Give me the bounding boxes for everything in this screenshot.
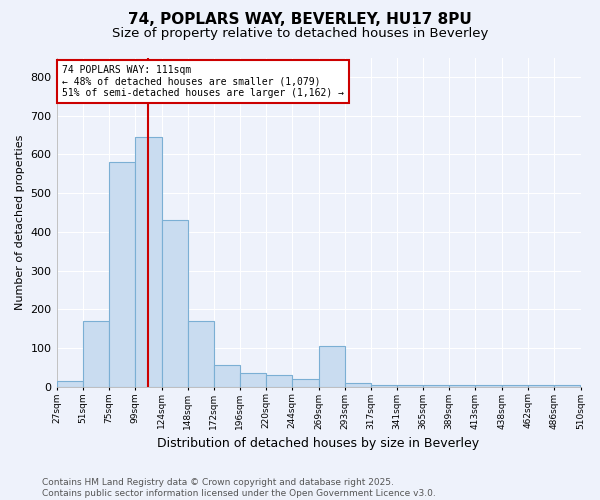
Bar [56,381,83,386]
Bar [162,220,188,386]
Bar [345,383,371,386]
Bar [83,321,109,386]
Text: 74 POPLARS WAY: 111sqm
← 48% of detached houses are smaller (1,079)
51% of semi-: 74 POPLARS WAY: 111sqm ← 48% of detached… [62,65,344,98]
Bar [475,385,502,386]
Text: 74, POPLARS WAY, BEVERLEY, HU17 8PU: 74, POPLARS WAY, BEVERLEY, HU17 8PU [128,12,472,28]
Bar [292,379,319,386]
Bar [449,385,475,386]
Bar [529,385,554,386]
Bar [502,385,529,386]
Y-axis label: Number of detached properties: Number of detached properties [15,134,25,310]
X-axis label: Distribution of detached houses by size in Beverley: Distribution of detached houses by size … [157,437,479,450]
Bar [554,385,580,386]
Bar [240,373,266,386]
Bar [134,137,162,386]
Bar [319,346,345,387]
Text: Contains HM Land Registry data © Crown copyright and database right 2025.
Contai: Contains HM Land Registry data © Crown c… [42,478,436,498]
Bar [214,366,240,386]
Bar [371,385,397,386]
Bar [266,375,292,386]
Bar [188,321,214,386]
Bar [423,385,449,386]
Bar [109,162,134,386]
Text: Size of property relative to detached houses in Beverley: Size of property relative to detached ho… [112,28,488,40]
Bar [397,385,423,386]
